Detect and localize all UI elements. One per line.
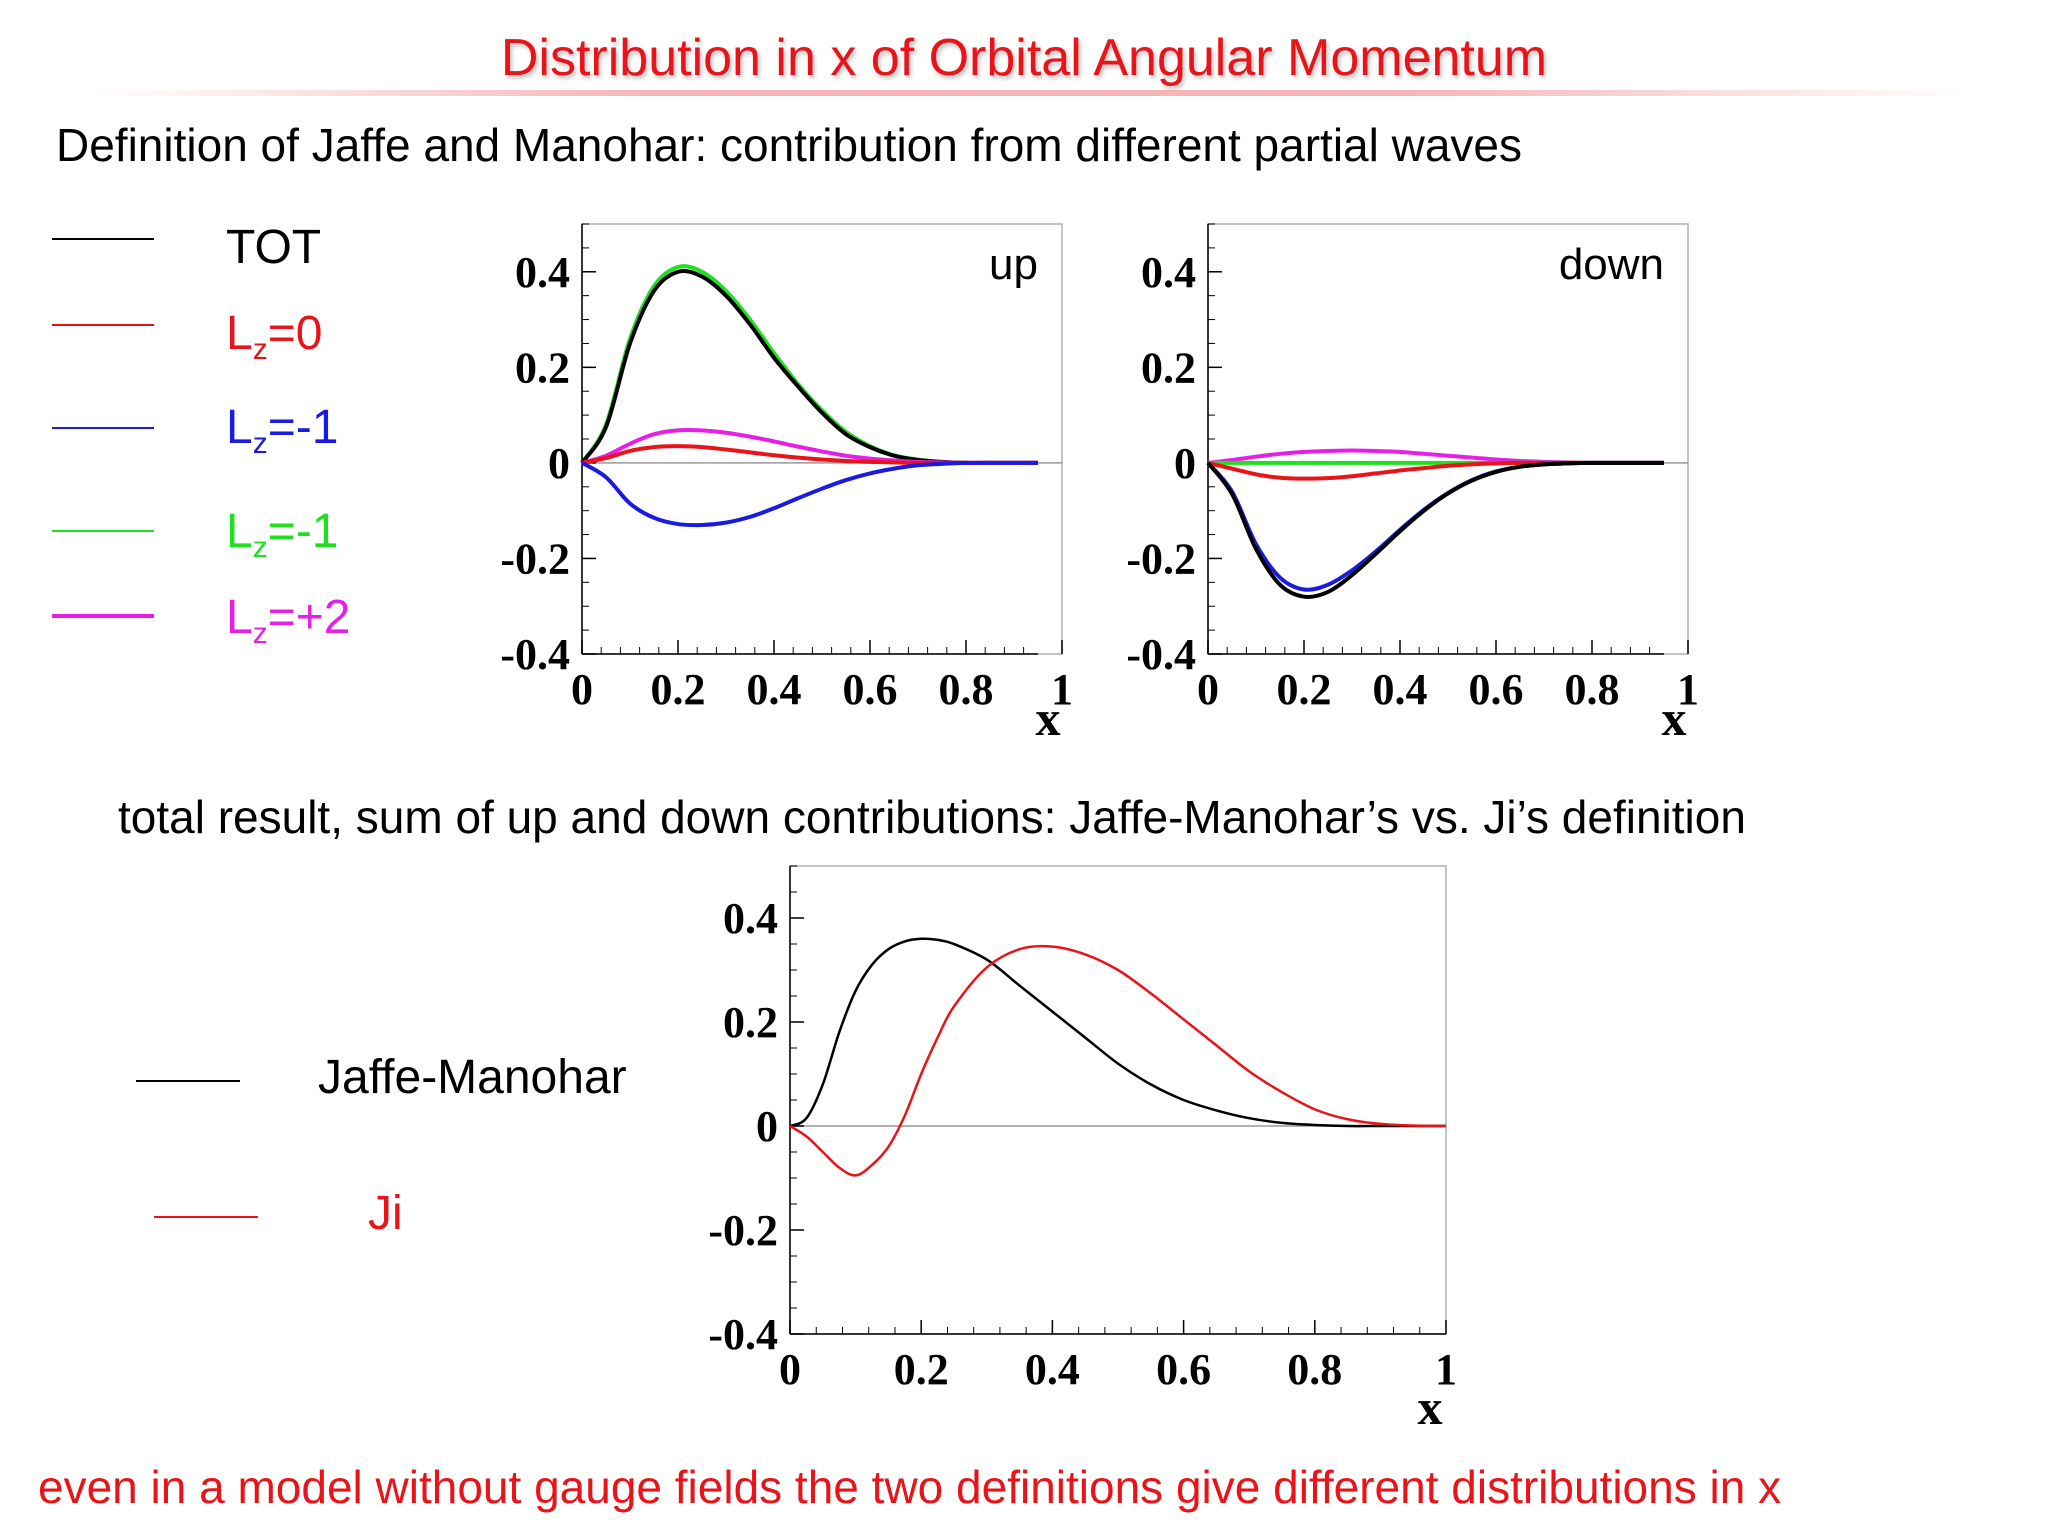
y-tick-label: 0 bbox=[1174, 439, 1196, 488]
x-tick-label: 0.4 bbox=[747, 665, 802, 714]
legend-line-lz0 bbox=[52, 324, 154, 326]
legend-line-jaffe-manohar bbox=[136, 1080, 240, 1082]
chart-total: -0.4 -0.2 0 0.2 0.4 0 0.2 0.4 0.6 0.8 1x bbox=[708, 865, 1457, 1435]
y-tick-label: 0.4 bbox=[515, 248, 570, 297]
legend-line-lz2 bbox=[52, 614, 154, 618]
middle-text: total result, sum of up and down contrib… bbox=[118, 791, 1746, 843]
panel-label: up bbox=[989, 240, 1038, 289]
plot-frame bbox=[789, 865, 1447, 1335]
y-tick-label: 0 bbox=[756, 1102, 778, 1151]
x-tick-label: 1 bbox=[1435, 1345, 1457, 1394]
y-tick-label: -0.4 bbox=[500, 630, 570, 679]
legend-label-tot: TOT bbox=[226, 221, 322, 274]
footer-text: even in a model without gauge fields the… bbox=[38, 1461, 1782, 1513]
legend-line-lz-1-blue bbox=[52, 427, 154, 429]
legend-line-tot bbox=[52, 238, 154, 240]
legend-label-lz-1-blue: Lz=-1 bbox=[226, 401, 339, 460]
y-tick-label: 0.2 bbox=[723, 998, 778, 1047]
y-tick-label: 0.2 bbox=[1141, 343, 1196, 392]
y-tick-label: -0.2 bbox=[708, 1206, 778, 1255]
x-tick-label: 0.6 bbox=[1469, 665, 1524, 714]
series-line-1 bbox=[789, 944, 1447, 1177]
y-tick-label: -0.2 bbox=[500, 534, 570, 583]
x-tick-label: 1 bbox=[1677, 665, 1699, 714]
y-tick-label: -0.4 bbox=[708, 1310, 778, 1359]
series-line-2 bbox=[1207, 460, 1664, 481]
x-tick-label: 0.2 bbox=[1277, 665, 1332, 714]
legend-label-ji: Ji bbox=[368, 1187, 403, 1240]
series-line-3 bbox=[1206, 460, 1664, 592]
x-tick-label: 0.8 bbox=[1565, 665, 1620, 714]
y-tick-label: 0 bbox=[548, 439, 570, 488]
chart-up: -0.4 -0.2 0 0.2 0.4 0 0.2 0.4 0.6 0.8 1x up bbox=[500, 223, 1073, 746]
x-axis-label: x bbox=[1662, 690, 1687, 746]
x-tick-label: 0.2 bbox=[894, 1345, 949, 1394]
x-tick-label: 0.6 bbox=[1156, 1345, 1211, 1394]
title-divider bbox=[90, 90, 1970, 96]
x-tick-label: 0.6 bbox=[843, 665, 898, 714]
x-tick-label: 0 bbox=[571, 665, 593, 714]
y-tick-label: 0.4 bbox=[723, 894, 778, 943]
x-tick-label: 0.8 bbox=[1287, 1345, 1342, 1394]
legend-label-lz-1-green: Lz=-1 bbox=[226, 505, 339, 564]
x-tick-label: 0.2 bbox=[651, 665, 706, 714]
x-tick-label: 0.4 bbox=[1025, 1345, 1080, 1394]
series-line-4 bbox=[1206, 460, 1664, 599]
series-line-4 bbox=[580, 460, 1038, 528]
slide-title: Distribution in x of Orbital Angular Mom… bbox=[500, 29, 1548, 87]
y-tick-label: 0.2 bbox=[515, 343, 570, 392]
x-tick-label: 0.8 bbox=[939, 665, 994, 714]
x-tick-label: 0 bbox=[1197, 665, 1219, 714]
y-tick-label: 0.4 bbox=[1141, 248, 1196, 297]
x-tick-label: 1 bbox=[1051, 665, 1073, 714]
y-tick-label: -0.2 bbox=[1126, 534, 1196, 583]
panel-label: down bbox=[1559, 240, 1664, 289]
legend-line-ji bbox=[154, 1216, 258, 1218]
chart-down: -0.4 -0.2 0 0.2 0.4 0 0.2 0.4 0.6 0.8 1x down bbox=[1126, 223, 1699, 746]
series-line-0 bbox=[789, 937, 1446, 1128]
x-tick-label: 0 bbox=[779, 1345, 801, 1394]
legend-label-jaffe-manohar: Jaffe-Manohar bbox=[318, 1051, 627, 1104]
x-axis-label: x bbox=[1036, 690, 1061, 746]
x-tick-label: 0.4 bbox=[1373, 665, 1428, 714]
y-tick-label: -0.4 bbox=[1126, 630, 1196, 679]
legend-label-lz2: Lz=+2 bbox=[226, 591, 351, 650]
legend-label-lz0: Lz=0 bbox=[226, 307, 323, 366]
subtitle: Definition of Jaffe and Manohar: contrib… bbox=[56, 119, 1523, 171]
legend-line-lz-1-green bbox=[52, 530, 154, 532]
x-axis-label: x bbox=[1418, 1379, 1443, 1435]
